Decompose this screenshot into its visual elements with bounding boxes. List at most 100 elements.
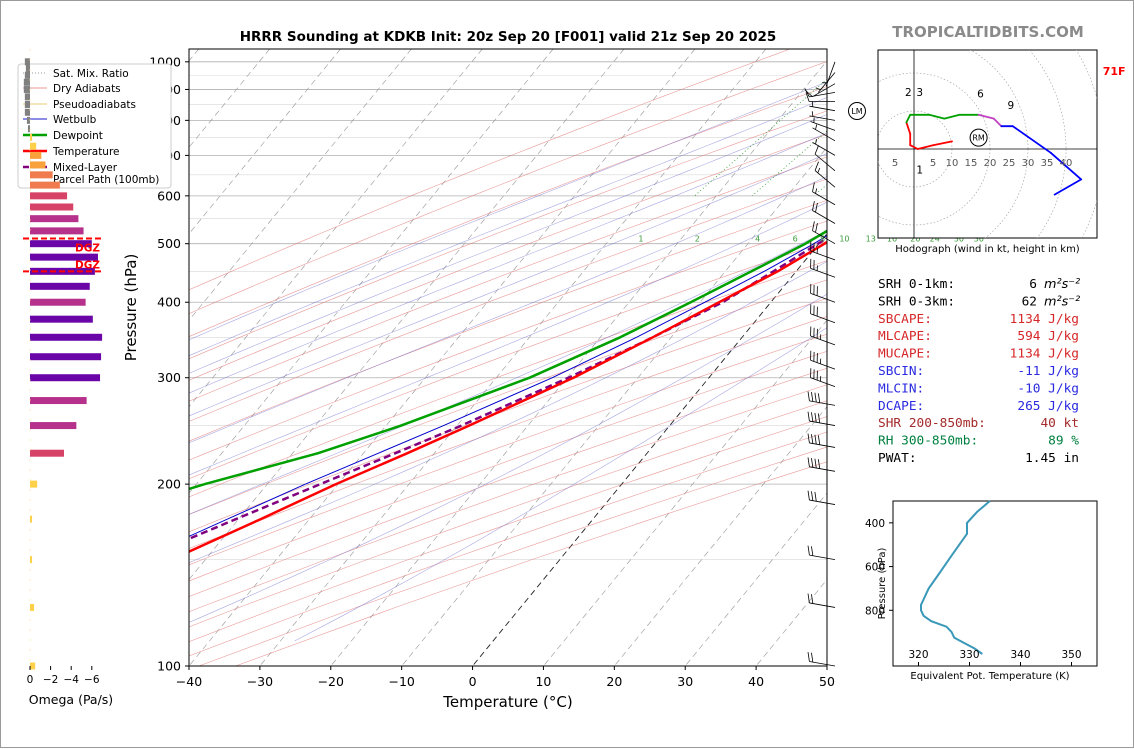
wind-barb (808, 594, 835, 608)
wind-barb-shaft (811, 360, 835, 369)
wind-barb-shaft (809, 443, 835, 448)
index-label: MUCAPE: (878, 347, 932, 362)
y-tick-label: 600 (157, 188, 181, 203)
x-tick-label: −10 (388, 674, 414, 689)
wind-barb-half (816, 188, 817, 193)
mixing-ratio-label: 4 (755, 235, 760, 244)
skewt-frame (189, 49, 827, 666)
index-value: 1134 J/kg (1010, 312, 1079, 327)
wind-barb-flag (811, 491, 812, 500)
isotherm (260, 49, 766, 666)
legend-label: Dry Adiabats (53, 83, 121, 95)
hodograph-caption: Hodograph (wind in kt, height in km) (895, 244, 1080, 255)
wind-barb-flag (811, 392, 812, 401)
watermark: TROPICALTIDBITS.COM (892, 23, 1084, 41)
mixing-ratio-label: 8 (820, 235, 825, 244)
x-axis-label: Temperature (°C) (442, 693, 572, 711)
hodograph-ring-label: 10 (946, 158, 959, 169)
omega-bar (30, 516, 32, 523)
theta-e-x-tick-label: 320 (908, 649, 928, 661)
wind-barb (812, 201, 835, 223)
y-tick-label: 100 (157, 659, 181, 674)
wind-barb (808, 391, 835, 405)
index-value: -11 J/kg (1017, 364, 1079, 379)
mixing-ratio-label: 6 (793, 235, 798, 244)
wind-barb-flag (811, 594, 812, 603)
hodograph-height-label: 6 (977, 89, 984, 101)
wind-barb (808, 546, 835, 560)
wind-barb (808, 652, 835, 666)
wind-barb-shaft (809, 401, 835, 406)
index-value: 594 J/kg (1017, 329, 1079, 344)
index-label: MLCAPE: (878, 329, 932, 344)
wind-barb-shaft (809, 467, 835, 472)
wind-barb-shaft (815, 171, 835, 188)
omega-tick-label: −2 (43, 674, 58, 686)
wind-barb-flag (811, 434, 812, 443)
y-axis-label: Pressure (hPa) (122, 254, 140, 362)
x-tick-label: −30 (247, 674, 273, 689)
omega-bar (24, 86, 30, 93)
wind-barb-half (816, 139, 817, 144)
x-tick-label: 50 (819, 674, 835, 689)
wind-barb-shaft (812, 128, 835, 141)
wind-barb (811, 351, 835, 369)
index-value: 1.45 in (1025, 451, 1079, 466)
wind-barb (808, 491, 835, 505)
omega-bar (30, 171, 53, 178)
wind-barb-flag (818, 413, 819, 422)
legend-label: Wetbulb (53, 114, 97, 126)
wind-barb-flag (811, 458, 812, 467)
hodograph-ring-label: 30 (1022, 158, 1035, 169)
wind-barb-shaft (809, 555, 835, 560)
wind-barb-shaft (811, 378, 835, 387)
storm-motion-label: LM (851, 107, 862, 116)
index-label: SBCIN: (878, 364, 924, 379)
hodograph-ring-label: 25 (1003, 158, 1016, 169)
wind-barb-flag (808, 457, 809, 466)
hodograph-height-label: 2 (905, 87, 912, 99)
wind-barb-half (812, 111, 813, 116)
mixing-ratio-label: 1 (638, 235, 643, 244)
omega-bar (28, 125, 30, 132)
wind-barb-half (812, 102, 813, 107)
wind-barb-shaft (811, 293, 835, 302)
omega-bar (30, 397, 87, 404)
omega-bar (30, 215, 78, 222)
wind-barb-flag (811, 546, 812, 555)
index-value: 40 kt (1040, 416, 1079, 431)
hodograph-height-label: 9 (1008, 100, 1015, 112)
hodograph-ring-label: 5 (930, 158, 936, 169)
omega-bar (30, 334, 102, 341)
wind-barb-shaft (809, 500, 835, 505)
wind-barb-flag (818, 393, 819, 402)
wind-barb-flag (808, 546, 809, 555)
omega-bar (30, 161, 45, 168)
omega-bar (25, 93, 30, 100)
legend-label: Temperature (52, 146, 120, 158)
omega-bar (30, 182, 60, 189)
wind-barb-shaft (811, 268, 835, 277)
theta-e-x-axis-label: Equivalent Pot. Temperature (K) (910, 671, 1069, 682)
index-label: MLCIN: (878, 381, 924, 396)
theta-e-x-tick-label: 330 (959, 649, 979, 661)
theta-e-x-tick-label: 340 (1010, 649, 1030, 661)
omega-bar (25, 109, 30, 116)
omega-bar (30, 204, 73, 211)
isotherm (189, 49, 695, 666)
omega-bar (30, 134, 32, 141)
hodograph-height-label: 1 (916, 165, 923, 177)
wind-barb-shaft (812, 192, 835, 205)
wind-barb-shaft (811, 251, 835, 260)
mixing-ratio-label: 2 (695, 235, 700, 244)
omega-bar (25, 58, 30, 65)
index-value: 89 % (1048, 434, 1079, 449)
mixing-ratio-label: 10 (839, 235, 849, 244)
omega-tick-label: −4 (63, 674, 79, 686)
index-value: 265 J/kg (1017, 399, 1079, 414)
index-label: SRH 0-3km: (878, 294, 955, 309)
wind-barb-flag (811, 653, 812, 662)
storm-motion-label: RM (972, 134, 985, 143)
legend-label: Sat. Mix. Ratio (53, 68, 129, 80)
